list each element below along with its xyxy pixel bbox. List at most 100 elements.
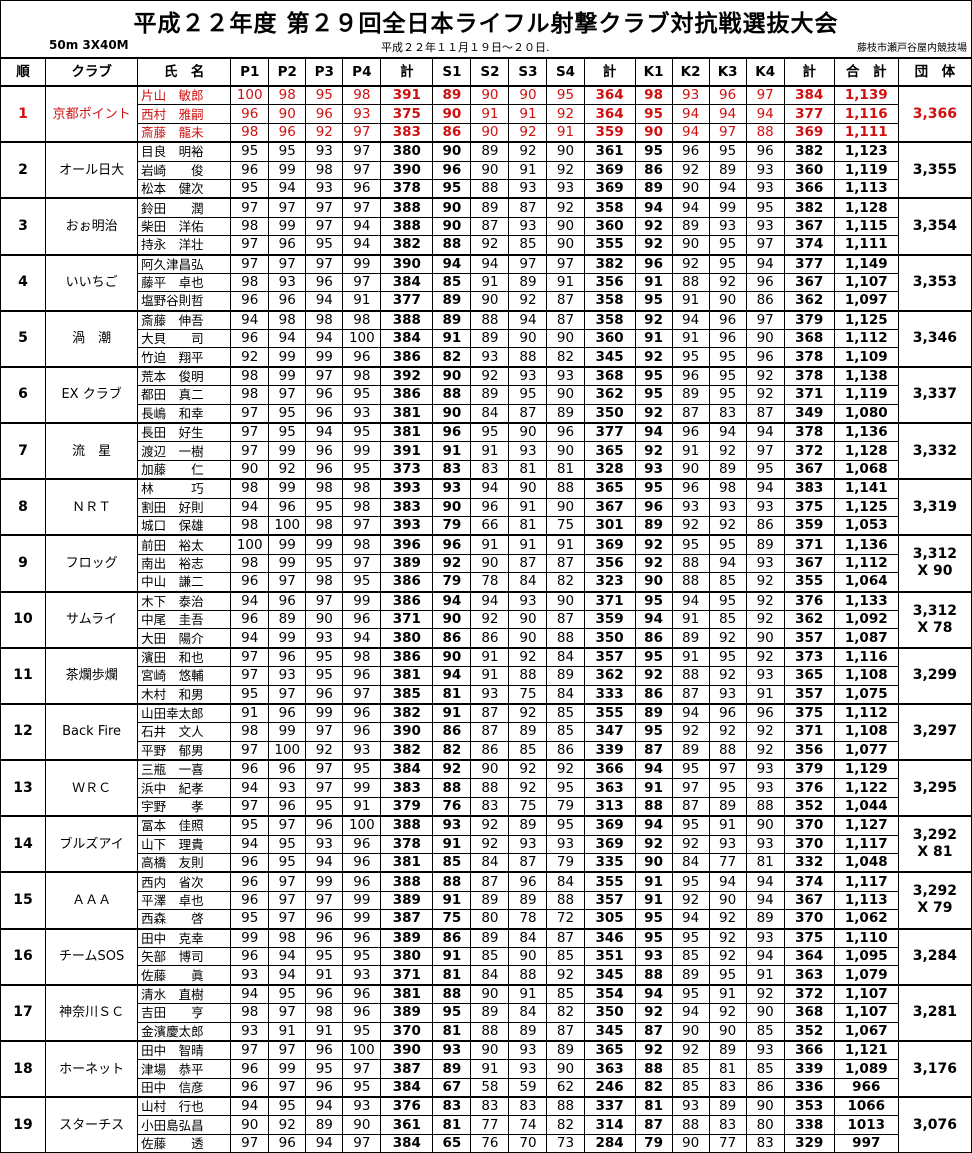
k1-score: 95 [634, 722, 673, 742]
kneeling-total-score: 378 [783, 365, 835, 387]
p4-score: 100 [342, 1039, 382, 1061]
table-row: 西村 雅嗣 96 90 96 93 375 90 91 91 92 364 95 94 94 94 377 1,… [1, 104, 972, 124]
s2-score: 66 [470, 515, 510, 536]
grand-total-score: 1,053 [833, 515, 899, 536]
p2-score: 94 [268, 178, 307, 199]
p4-score: 99 [342, 253, 382, 274]
s2-score: 91 [470, 272, 510, 293]
k3-score: 90 [708, 1021, 747, 1042]
s1-score: 93 [432, 815, 472, 836]
kneeling-total-score: 362 [783, 609, 835, 630]
s2-score: 80 [470, 909, 510, 930]
s1-score: 90 [432, 403, 472, 424]
k4-score: 93 [745, 216, 785, 237]
k3-score: 95 [708, 253, 747, 274]
p1-score: 98 [230, 122, 270, 143]
k2-score: 93 [671, 1096, 710, 1117]
k3-score: 88 [708, 740, 747, 761]
k1-score: 92 [634, 534, 673, 555]
p2-score: 100 [268, 515, 307, 536]
p1-score: 97 [230, 403, 270, 424]
s4-score: 89 [546, 666, 585, 686]
s4-score: 95 [546, 85, 585, 106]
s4-score: 88 [546, 1096, 585, 1117]
k2-score: 96 [671, 141, 710, 162]
s2-score: 92 [470, 235, 510, 256]
prone-total-score: 388 [380, 815, 434, 836]
kneeling-total-score: 349 [783, 403, 835, 424]
table-row: 大田 陽介 94 99 93 94 380 86 86 90 88 350 86 89 92 90 357 1,… [1, 628, 972, 649]
s4-score: 93 [546, 834, 585, 855]
p1-score: 94 [230, 309, 270, 331]
table-row: 小田島弘昌 90 92 89 90 361 81 77 74 82 314 87 88 83 80 338 10… [1, 1115, 972, 1135]
prone-total-score: 381 [380, 403, 434, 424]
k4-score: 92 [745, 983, 785, 1005]
player-name: 中尾 圭吾 [137, 609, 232, 630]
k4-score: 96 [745, 141, 785, 162]
p3-score: 96 [305, 441, 344, 461]
k1-score: 92 [634, 666, 673, 686]
k1-score: 92 [634, 347, 673, 368]
p1-score: 97 [230, 253, 270, 274]
s4-score: 90 [546, 590, 585, 611]
s2-score: 92 [470, 834, 510, 855]
table-row: 平野 郁男 97 100 92 93 382 82 86 85 86 339 87 89 88 92 356 1… [1, 740, 972, 761]
k1-score: 92 [634, 403, 673, 424]
column-header: 氏 名 [137, 57, 232, 87]
k3-score: 83 [708, 1077, 747, 1098]
s4-score: 93 [546, 178, 585, 199]
k3-score: 97 [708, 759, 747, 780]
s4-score: 90 [546, 1059, 585, 1079]
grand-total-score: 1,087 [833, 628, 899, 649]
s2-score: 90 [470, 553, 510, 574]
s3-score: 70 [508, 1133, 548, 1153]
table-row: 16 チームSOS 田中 克幸 99 98 96 96 389 86 89 84 87 346 95 95 9… [0, 927, 972, 986]
k3-score: 98 [708, 478, 747, 499]
prone-total-score: 388 [380, 871, 434, 892]
grand-total-score: 1,141 [833, 478, 899, 499]
team-rank: 1 [0, 84, 47, 143]
column-header: P1 [230, 57, 270, 87]
p3-score: 91 [305, 965, 344, 986]
k3-score: 92 [708, 722, 747, 742]
kneeling-total-score: 372 [783, 983, 835, 1005]
s4-score: 62 [546, 1077, 585, 1098]
k1-score: 79 [634, 1133, 673, 1153]
s1-score: 91 [432, 329, 472, 349]
p2-score: 93 [268, 272, 307, 293]
k4-score: 97 [745, 85, 785, 106]
p3-score: 93 [305, 141, 344, 162]
prone-total-score: 376 [380, 1096, 434, 1117]
p3-score: 97 [305, 778, 344, 798]
k3-score: 96 [708, 309, 747, 331]
k1-score: 90 [634, 572, 673, 593]
table-row: 持永 洋壮 97 96 95 94 382 88 92 85 90 355 92 90 95 97 374 1,… [1, 235, 972, 256]
k4-score: 92 [745, 609, 785, 630]
k3-score: 89 [708, 796, 747, 817]
standing-total-score: 328 [583, 459, 636, 480]
standing-total-score: 358 [583, 291, 636, 312]
s1-score: 81 [432, 1115, 472, 1135]
k1-score: 86 [634, 628, 673, 649]
k2-score: 87 [671, 403, 710, 424]
kneeling-total-score: 374 [783, 871, 835, 892]
p1-score: 96 [230, 1077, 270, 1098]
event-label: 50m 3X40M [49, 38, 129, 52]
player-name: 片山 敏郎 [137, 85, 232, 106]
club-name: フロッグ [45, 534, 139, 593]
grand-total-score: 1,116 [833, 646, 899, 668]
tiebreak-x-count: X 90 [917, 563, 953, 580]
k3-score: 96 [708, 85, 747, 106]
team-rank: 8 [0, 478, 47, 536]
p3-score: 99 [305, 347, 344, 368]
grand-total-score: 1,048 [833, 853, 899, 873]
p1-score: 94 [230, 1096, 270, 1117]
s2-score: 88 [470, 309, 510, 331]
k2-score: 91 [671, 646, 710, 668]
p1-score: 94 [230, 834, 270, 855]
s3-score: 87 [508, 853, 548, 873]
s4-score: 84 [546, 646, 585, 668]
player-name: 金濱慶太郎 [137, 1021, 232, 1042]
k2-score: 94 [671, 197, 710, 218]
